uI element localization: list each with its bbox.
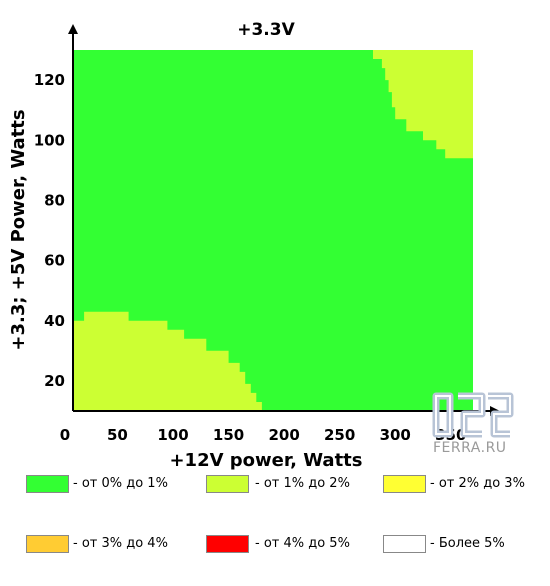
legend-label: - от 2% до 3% xyxy=(430,476,525,491)
legend-swatch xyxy=(206,535,249,553)
heatmap-region xyxy=(373,50,473,159)
legend-label: - от 3% до 4% xyxy=(73,536,168,551)
legend-swatch xyxy=(206,475,249,493)
y-tick-label: 100 xyxy=(34,131,65,149)
x-tick-label: 300 xyxy=(380,426,411,444)
x-tick-label: 100 xyxy=(157,426,188,444)
legend-label: - от 1% до 2% xyxy=(255,476,350,491)
watermark-text: FERRA.RU xyxy=(433,440,507,456)
x-tick-label: 150 xyxy=(213,426,244,444)
legend-label: - от 0% до 1% xyxy=(73,476,168,491)
y-axis-arrow xyxy=(68,24,78,34)
y-tick-label: 60 xyxy=(44,252,65,270)
legend-swatch xyxy=(26,535,69,553)
x-tick-label: 200 xyxy=(268,426,299,444)
legend-label: - Более 5% xyxy=(430,536,505,551)
x-tick-label: 250 xyxy=(324,426,355,444)
legend-swatch xyxy=(383,475,426,493)
y-tick-label: 120 xyxy=(34,71,65,89)
legend-label: - от 4% до 5% xyxy=(255,536,350,551)
y-axis-label: +3.3; +5V Power, Watts xyxy=(8,109,29,350)
y-tick-label: 80 xyxy=(44,191,65,209)
ferra-logo xyxy=(432,392,514,438)
x-tick-label: 50 xyxy=(107,426,128,444)
x-axis-label: +12V power, Watts xyxy=(169,450,362,470)
plot-area xyxy=(73,50,473,411)
chart-title: +3.3V xyxy=(237,20,295,40)
legend-swatch xyxy=(26,475,69,493)
x-tick-label: 0 xyxy=(60,426,70,444)
heatmap-region xyxy=(73,311,262,411)
legend-swatch xyxy=(383,535,426,553)
y-tick-label: 20 xyxy=(44,372,65,390)
y-tick-label: 40 xyxy=(44,312,65,330)
